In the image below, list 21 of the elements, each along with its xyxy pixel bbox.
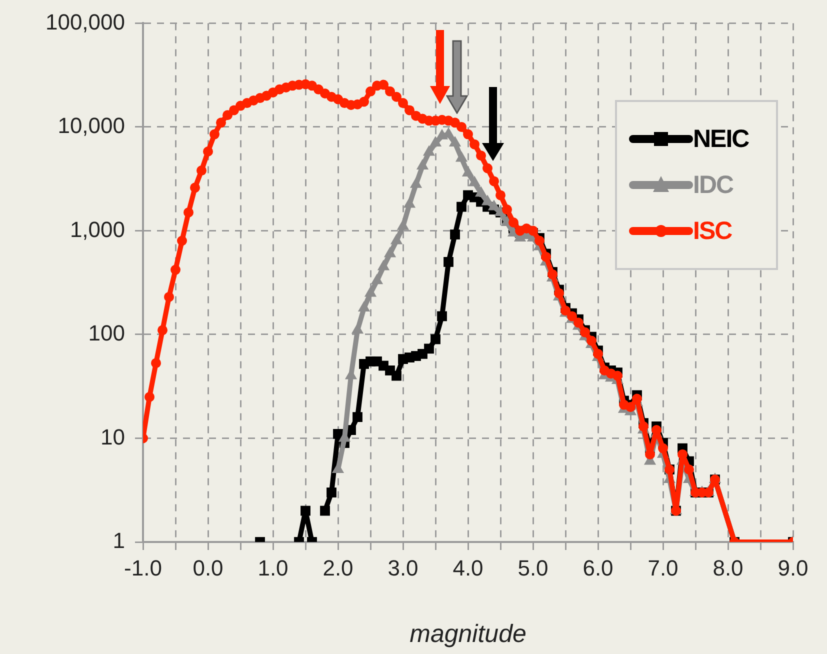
y-tick-label: 10 [100, 424, 125, 450]
legend-label: NEIC [693, 124, 749, 154]
x-tick-label: 6.0 [582, 555, 614, 580]
x-tick-label: -1.0 [124, 555, 162, 580]
x-tick-label: 1.0 [258, 555, 288, 580]
x-tick-label: 5.0 [518, 555, 548, 580]
legend-label: IDC [693, 170, 734, 200]
x-tick-label: 8.0 [712, 555, 744, 580]
x-tick-label: 2.0 [322, 555, 354, 580]
x-tick-label: 9.0 [778, 555, 808, 580]
y-tick-label: 1,000 [70, 216, 125, 242]
x-tick-label: 4.0 [452, 555, 484, 580]
x-axis-title: magnitude [410, 620, 526, 648]
y-tick-label: 100,000 [45, 9, 125, 34]
x-tick-label: 0.0 [192, 555, 224, 580]
x-tick-label: 7.0 [648, 555, 678, 580]
y-tick-label: 10,000 [58, 113, 125, 138]
x-tick-label: 3.0 [388, 555, 418, 580]
y-tick-label: 100 [88, 320, 125, 346]
legend-label: ISC [693, 216, 732, 246]
y-tick-label: 1 [112, 528, 125, 554]
